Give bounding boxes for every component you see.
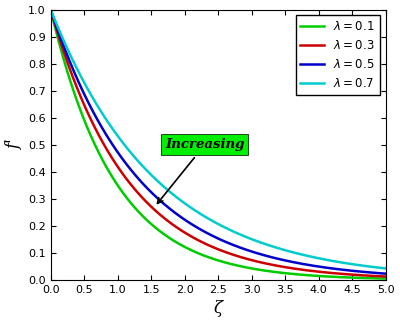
$\lambda=0.1$ [196,251,201,255]
Line: $\lambda=0.7$: $\lambda=0.7$ [51,10,386,268]
Line: $\lambda=0.5$: $\lambda=0.5$ [51,10,386,274]
$\lambda=0.1$ [184,246,188,250]
$\lambda=0.3$ [278,265,283,268]
$\lambda=0.3$ [310,269,314,273]
$\lambda=0.7$ [184,203,188,206]
$\lambda=0.7$ [82,82,87,86]
$\lambda=0.1$ [310,274,314,277]
$\lambda=0.1$ [48,8,53,12]
$\lambda=0.3$ [383,275,388,278]
Line: $\lambda=0.3$: $\lambda=0.3$ [51,10,386,276]
Legend: $\lambda=0.1$, $\lambda=0.3$, $\lambda=0.5$, $\lambda=0.7$: $\lambda=0.1$, $\lambda=0.3$, $\lambda=0… [296,16,380,95]
$\lambda=0.3$ [316,270,320,274]
$\lambda=0.7$ [310,255,314,259]
X-axis label: ζ: ζ [214,300,223,318]
Line: $\lambda=0.1$: $\lambda=0.1$ [51,10,386,279]
$\lambda=0.5$ [196,226,201,230]
$\lambda=0.5$ [316,265,320,268]
$\lambda=0.3$ [196,238,201,242]
$\lambda=0.1$ [316,274,320,278]
$\lambda=0.3$ [184,232,188,235]
$\lambda=0.1$ [383,277,388,281]
Text: Increasing: Increasing [158,138,244,203]
$\lambda=0.3$ [82,105,87,109]
$\lambda=0.5$ [82,94,87,98]
$\lambda=0.5$ [48,8,53,12]
$\lambda=0.3$ [48,8,53,12]
$\lambda=0.5$ [310,264,314,267]
$\lambda=0.5$ [278,257,283,261]
$\lambda=0.5$ [383,272,388,276]
$\lambda=0.7$ [48,8,53,12]
$\lambda=0.1$ [278,271,283,275]
$\lambda=0.7$ [316,256,320,260]
$\lambda=0.7$ [278,247,283,251]
$\lambda=0.7$ [383,266,388,270]
$\lambda=0.5$ [184,219,188,223]
Y-axis label: f': f' [6,140,22,150]
$\lambda=0.1$ [82,120,87,124]
$\lambda=0.7$ [196,211,201,214]
